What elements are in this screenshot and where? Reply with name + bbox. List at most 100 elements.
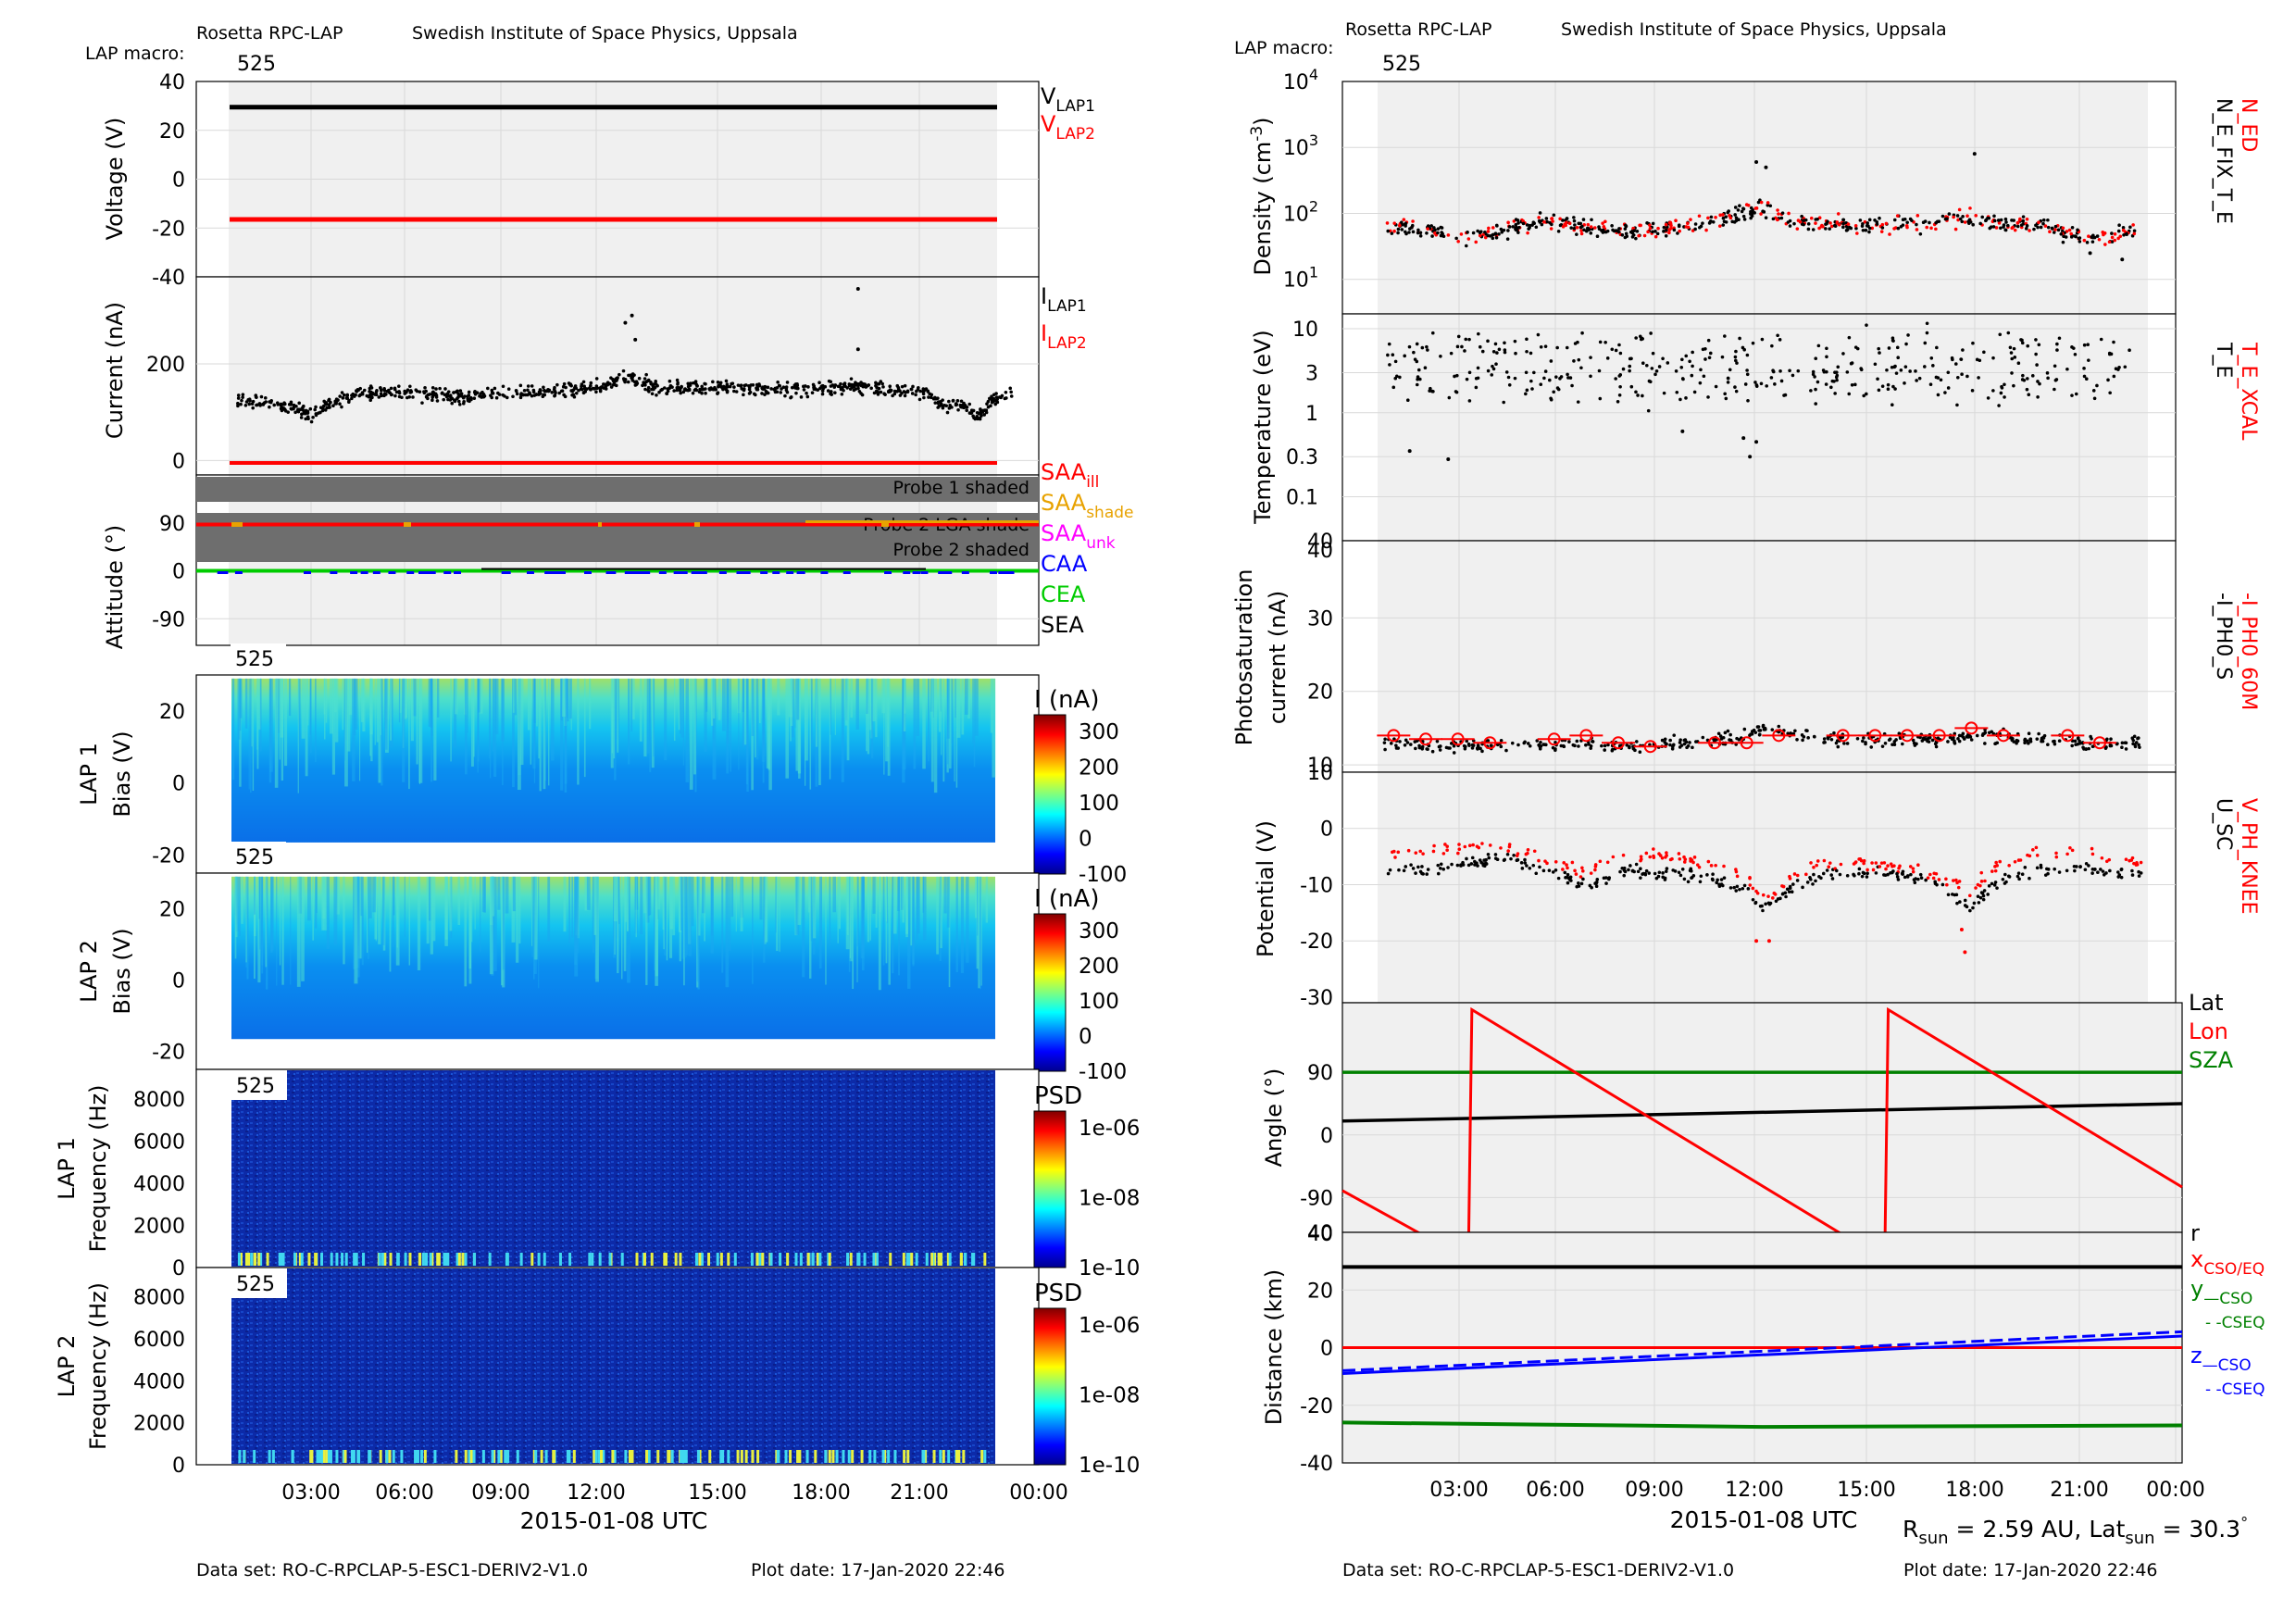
panel-data-bg: [1378, 81, 2148, 314]
data-point: [589, 383, 593, 388]
data-point: [2107, 351, 2112, 356]
data-point: [1646, 230, 1650, 234]
data-point: [1510, 741, 1515, 745]
data-point: [1995, 886, 1999, 890]
data-point: [1003, 396, 1007, 401]
data-point: [368, 384, 373, 388]
data-point: [1735, 874, 1740, 879]
data-point: [900, 384, 905, 389]
heatmap-stripe: [768, 678, 772, 791]
data-point: [1404, 230, 1407, 234]
left-xtick: 00:00: [1009, 1481, 1067, 1505]
data-point: [2041, 221, 2045, 226]
data-point: [567, 381, 571, 385]
data-point: [1835, 378, 1839, 382]
data-point: [2037, 343, 2041, 347]
heatmap-stripe: [342, 678, 344, 731]
macro-label: 525: [235, 846, 274, 869]
data-point: [1873, 362, 1878, 367]
heatmap-stripe: [327, 1450, 331, 1463]
data-point: [2065, 367, 2069, 371]
right-title: Rosetta RPC-LAP: [1345, 19, 1491, 40]
data-point: [384, 393, 388, 396]
data-point: [2015, 220, 2020, 225]
heatmap-stripe: [813, 876, 817, 939]
colorbar-tick: 300: [1079, 720, 1119, 744]
heatmap-stripe: [516, 876, 519, 963]
data-point: [1520, 867, 1525, 870]
data-point: [1751, 341, 1755, 345]
heatmap-stripe: [259, 876, 262, 950]
data-point: [765, 391, 769, 395]
data-point: [1979, 880, 1984, 883]
heatmap-stripe: [568, 876, 571, 943]
heatmap-stripe: [253, 1253, 256, 1266]
data-point: [2134, 741, 2139, 744]
data-point: [641, 383, 644, 388]
heatmap-stripe: [257, 876, 261, 983]
data-point: [1411, 219, 1415, 223]
ytick-label: 3: [1305, 362, 1318, 385]
data-point: [1586, 222, 1591, 227]
data-point: [2100, 856, 2104, 860]
heatmap-stripe: [844, 678, 848, 726]
data-point: [754, 393, 757, 397]
data-point: [1940, 214, 1945, 219]
data-point: [692, 381, 695, 385]
data-point: [1989, 225, 1993, 229]
data-point: [1980, 215, 1985, 219]
heatmap-stripe: [689, 678, 693, 790]
heatmap-stripe: [639, 678, 643, 742]
right-macro-value: 525: [1382, 53, 1421, 76]
heatmap-stripe: [887, 1450, 891, 1463]
heatmap-stripe: [985, 876, 989, 923]
heatmap-stripe: [547, 876, 551, 942]
heatmap-stripe: [856, 1253, 860, 1266]
data-point: [766, 385, 770, 390]
data-point: [1628, 744, 1631, 749]
data-point: [1504, 370, 1509, 374]
heatmap-stripe: [566, 678, 568, 718]
heatmap-stripe: [725, 876, 730, 988]
data-point: [320, 408, 325, 413]
heatmap-stripe: [679, 876, 681, 962]
data-point: [1519, 861, 1524, 865]
heatmap-stripe: [378, 876, 381, 944]
data-point: [1864, 228, 1868, 232]
right-institute: Swedish Institute of Space Physics, Upps…: [1561, 19, 1947, 40]
heatmap-stripe: [922, 678, 926, 769]
data-point: [1415, 382, 1419, 387]
data-point: [2130, 868, 2134, 873]
ytick-label: 4000: [133, 1370, 185, 1393]
data-point: [1618, 869, 1622, 874]
data-point: [1569, 226, 1574, 230]
data-point: [1694, 740, 1698, 743]
data-point: [724, 379, 729, 383]
data-point: [883, 393, 887, 396]
data-point: [2082, 367, 2086, 370]
heatmap-stripe: [325, 678, 328, 723]
data-point: [2102, 872, 2106, 877]
heatmap-stripe: [296, 876, 301, 987]
heatmap-stripe: [946, 678, 949, 765]
data-point: [2099, 868, 2103, 871]
ytick-label: 40: [1307, 1222, 1333, 1245]
data-point: [1908, 865, 1913, 868]
data-point: [1394, 374, 1399, 379]
heatmap-stripe: [940, 876, 942, 949]
data-point: [336, 398, 340, 402]
data-point: [1665, 228, 1668, 232]
data-point: [2099, 337, 2103, 342]
data-point: [1795, 879, 1800, 882]
data-point: [1693, 227, 1697, 231]
legend-entry: SAAill: [1041, 459, 1099, 492]
data-point: [1841, 218, 1846, 222]
data-point: [633, 337, 638, 342]
heatmap-stripe: [763, 678, 766, 756]
data-point: [2064, 235, 2068, 239]
heatmap-stripe: [408, 876, 411, 966]
heatmap-stripe: [381, 1253, 384, 1266]
data-point: [1581, 218, 1586, 221]
data-point: [1593, 868, 1597, 872]
heatmap-stripe: [967, 678, 970, 719]
